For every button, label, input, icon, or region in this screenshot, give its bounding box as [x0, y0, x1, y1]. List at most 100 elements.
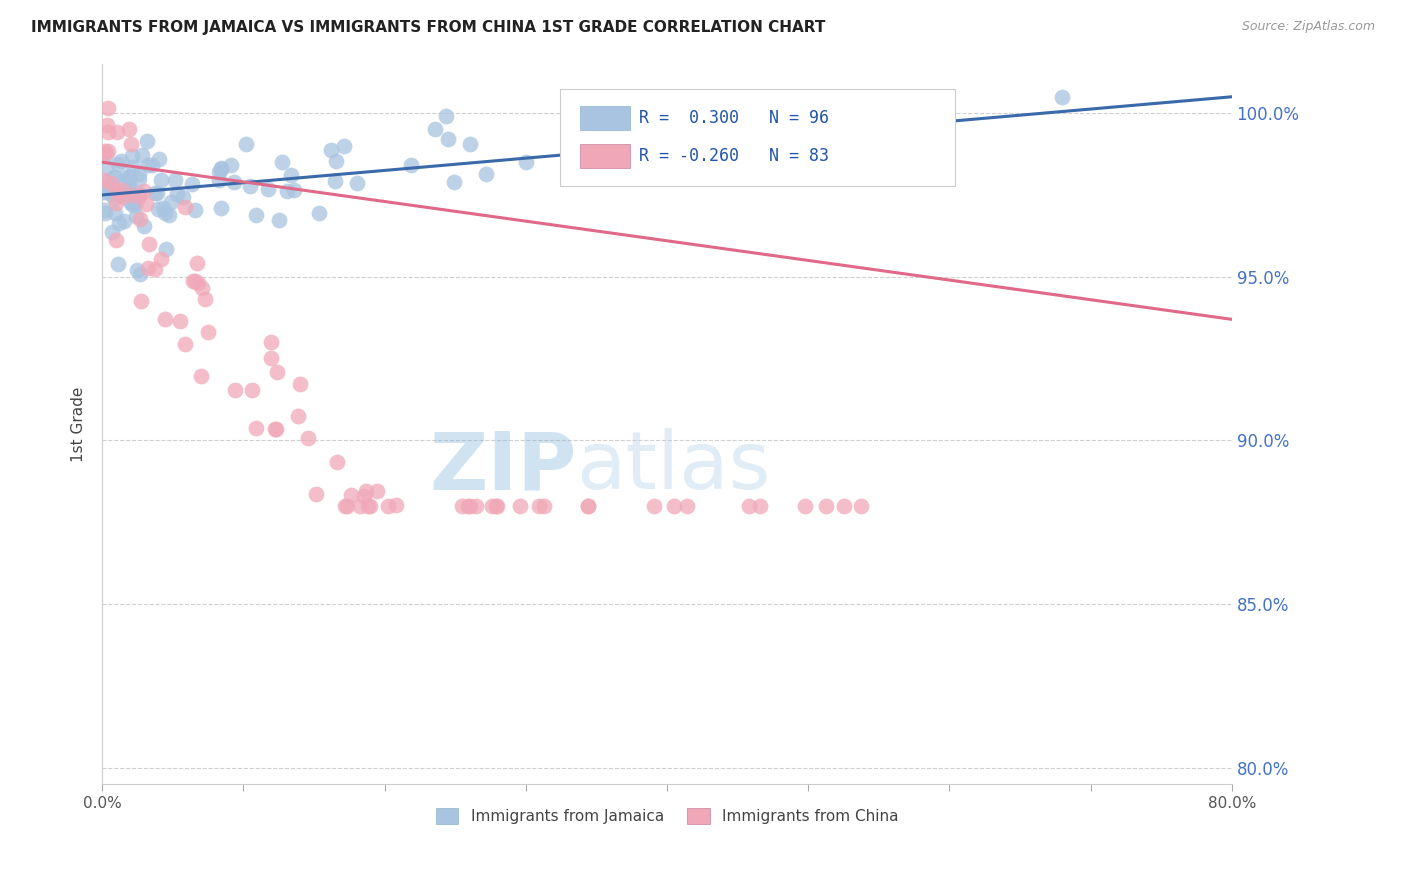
Point — [235, 136, 257, 151]
Point — [143, 186, 166, 201]
Point — [336, 499, 359, 513]
Text: IMMIGRANTS FROM JAMAICA VS IMMIGRANTS FROM CHINA 1ST GRADE CORRELATION CHART: IMMIGRANTS FROM JAMAICA VS IMMIGRANTS FR… — [31, 20, 825, 35]
Point — [333, 499, 356, 513]
Point — [163, 173, 186, 187]
Point — [245, 421, 267, 435]
Point — [794, 499, 817, 513]
Point — [94, 147, 117, 161]
Text: ZIP: ZIP — [429, 428, 576, 507]
Point — [96, 160, 118, 174]
Point — [150, 173, 173, 187]
FancyBboxPatch shape — [560, 89, 955, 186]
Point — [190, 281, 212, 295]
Point — [263, 422, 285, 436]
Point — [738, 499, 761, 513]
Point — [114, 184, 136, 198]
Point — [259, 351, 281, 365]
Point — [121, 161, 143, 175]
Point — [325, 154, 347, 169]
Point — [135, 197, 157, 211]
Point — [183, 274, 205, 288]
Point — [152, 201, 174, 215]
Point — [208, 165, 231, 179]
Point — [326, 455, 349, 469]
Point — [114, 190, 136, 204]
Point — [93, 203, 115, 218]
Text: R = -0.260   N = 83: R = -0.260 N = 83 — [638, 147, 828, 165]
Point — [305, 487, 328, 501]
Point — [173, 337, 195, 351]
Point — [104, 233, 127, 247]
Point — [356, 499, 378, 513]
Point — [849, 499, 872, 513]
Point — [103, 191, 125, 205]
Point — [749, 499, 772, 513]
FancyBboxPatch shape — [581, 106, 630, 130]
Point — [245, 208, 267, 222]
Point — [209, 161, 232, 176]
Point — [643, 499, 665, 513]
Point — [93, 146, 115, 161]
Point — [319, 144, 342, 158]
Point — [122, 198, 145, 212]
Point — [280, 168, 302, 182]
Point — [125, 263, 148, 277]
Point — [436, 132, 458, 146]
Point — [219, 158, 242, 172]
Point — [128, 187, 150, 202]
Point — [105, 183, 128, 197]
Point — [149, 252, 172, 267]
Point — [377, 499, 399, 513]
Point — [146, 186, 169, 201]
Point — [128, 171, 150, 186]
Point — [121, 190, 143, 204]
Point — [354, 483, 377, 498]
Point — [276, 185, 298, 199]
Point — [1052, 90, 1074, 104]
Point — [209, 161, 232, 175]
Point — [683, 122, 706, 136]
Point — [96, 118, 118, 132]
Point — [240, 384, 263, 398]
Point — [104, 169, 127, 184]
Point — [155, 312, 177, 326]
Point — [186, 256, 208, 270]
Point — [100, 177, 122, 191]
Point — [187, 276, 209, 290]
Point — [135, 134, 157, 148]
Point — [288, 377, 311, 392]
Point — [287, 409, 309, 423]
Point — [97, 101, 120, 115]
Point — [283, 183, 305, 197]
Point — [93, 172, 115, 186]
Point — [184, 202, 207, 217]
Point — [385, 498, 408, 512]
Point — [125, 209, 148, 223]
Point — [112, 214, 135, 228]
Point — [121, 149, 143, 163]
Point — [122, 194, 145, 209]
Point — [464, 499, 486, 513]
Point — [533, 499, 555, 513]
Point — [197, 325, 219, 339]
Point — [260, 335, 283, 350]
Point — [98, 186, 121, 200]
Point — [443, 175, 465, 189]
Text: Source: ZipAtlas.com: Source: ZipAtlas.com — [1241, 20, 1375, 33]
Point — [662, 499, 685, 513]
Point — [94, 180, 117, 194]
Point — [101, 226, 124, 240]
Point — [117, 180, 139, 194]
Point — [481, 499, 503, 513]
Point — [486, 499, 509, 513]
Point — [124, 193, 146, 207]
Point — [675, 499, 697, 513]
Point — [423, 121, 446, 136]
Point — [353, 489, 375, 503]
Point — [129, 267, 152, 281]
Point — [131, 148, 153, 162]
Point — [107, 257, 129, 271]
Point — [169, 314, 191, 328]
Point — [110, 153, 132, 168]
Point — [153, 205, 176, 219]
